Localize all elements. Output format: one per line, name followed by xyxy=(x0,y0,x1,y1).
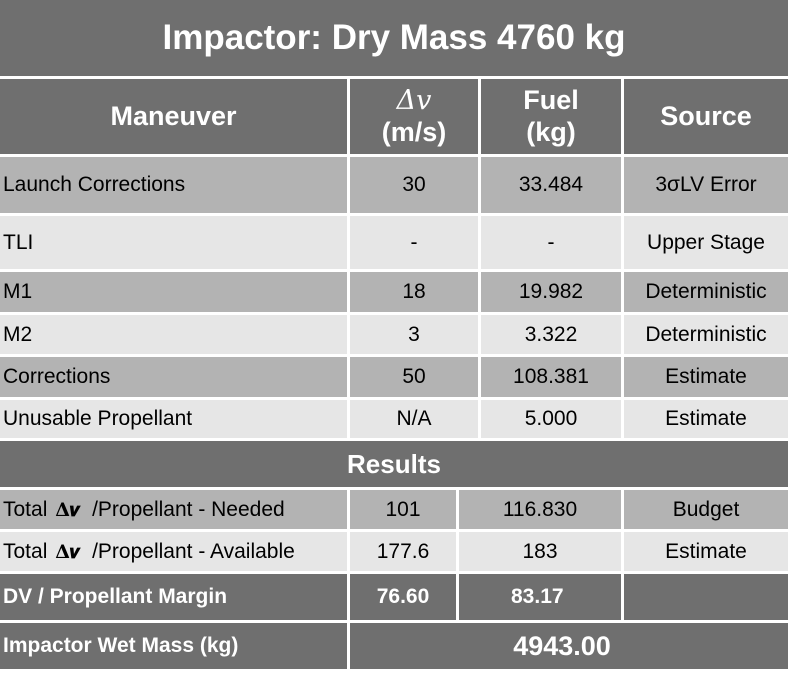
results-margin-row: DV / Propellant Margin 76.60 83.17 xyxy=(0,574,788,620)
available-label-suffix: /Propellant - Available xyxy=(86,539,295,563)
header-fuel-label: Fuel xyxy=(523,85,579,116)
row-fuel: 5.000 xyxy=(481,400,621,438)
row-delta-v: 50 xyxy=(350,357,478,397)
results-heading-row: Results xyxy=(0,441,788,487)
table-row: Corrections 50 108.381 Estimate xyxy=(0,357,788,397)
row-source: Deterministic xyxy=(624,272,788,312)
results-needed-row: Total Δ𝒗 /Propellant - Needed 101 116.83… xyxy=(0,490,788,529)
table-row: M1 18 19.982 Deterministic xyxy=(0,272,788,312)
wet-mass-label: Impactor Wet Mass (kg) xyxy=(0,623,347,669)
needed-label: Total Δ𝒗 /Propellant - Needed xyxy=(0,490,347,529)
needed-label-prefix: Total xyxy=(3,497,54,521)
available-delta-v: 177.6 xyxy=(350,532,456,571)
row-source: Upper Stage xyxy=(624,216,788,269)
needed-fuel: 116.830 xyxy=(459,490,621,529)
delta-v-symbol: Δ𝒗 xyxy=(55,498,81,521)
available-fuel: 183 xyxy=(459,532,621,571)
needed-label-suffix: /Propellant - Needed xyxy=(86,497,285,521)
header-fuel: Fuel (kg) xyxy=(481,79,621,154)
margin-source xyxy=(624,574,788,620)
table-row: M2 3 3.322 Deterministic xyxy=(0,315,788,354)
row-fuel: 19.982 xyxy=(481,272,621,312)
results-heading: Results xyxy=(0,441,788,487)
header-row: Maneuver Δ𝑣 (m/s) Fuel (kg) Source xyxy=(0,79,788,154)
header-delta-v: Δ𝑣 (m/s) xyxy=(350,79,478,154)
header-source: Source xyxy=(624,79,788,154)
row-fuel: - xyxy=(481,216,621,269)
row-maneuver: M2 xyxy=(0,315,347,354)
row-delta-v: 3 xyxy=(350,315,478,354)
available-source: Estimate xyxy=(624,532,788,571)
margin-label: DV / Propellant Margin xyxy=(0,574,347,620)
row-source: Estimate xyxy=(624,400,788,438)
row-maneuver: M1 xyxy=(0,272,347,312)
table-title: Impactor: Dry Mass 4760 kg xyxy=(0,0,788,76)
row-source: Deterministic xyxy=(624,315,788,354)
delta-v-symbol: Δ𝒗 xyxy=(55,540,81,563)
row-delta-v: N/A xyxy=(350,400,478,438)
needed-delta-v: 101 xyxy=(350,490,456,529)
row-delta-v: 30 xyxy=(350,157,478,213)
table-row: Unusable Propellant N/A 5.000 Estimate xyxy=(0,400,788,438)
row-source: 3σLV Error xyxy=(624,157,788,213)
row-source: Estimate xyxy=(624,357,788,397)
table-row: TLI - - Upper Stage xyxy=(0,216,788,269)
wet-mass-filler xyxy=(774,623,788,669)
row-maneuver: TLI xyxy=(0,216,347,269)
row-maneuver: Launch Corrections xyxy=(0,157,347,213)
results-wet-mass-row: Impactor Wet Mass (kg) 4943.00 xyxy=(0,623,788,669)
table-title-row: Impactor: Dry Mass 4760 kg xyxy=(0,0,788,76)
margin-delta-v: 76.60 xyxy=(350,574,456,620)
row-delta-v: 18 xyxy=(350,272,478,312)
needed-source: Budget xyxy=(624,490,788,529)
margin-fuel: 83.17 xyxy=(459,574,621,620)
row-fuel: 33.484 xyxy=(481,157,621,213)
available-label-prefix: Total xyxy=(3,539,54,563)
row-fuel: 108.381 xyxy=(481,357,621,397)
header-delta-v-unit: (m/s) xyxy=(381,116,447,147)
header-maneuver: Maneuver xyxy=(0,79,347,154)
results-available-row: Total Δ𝒗 /Propellant - Available 177.6 1… xyxy=(0,532,788,571)
header-fuel-unit: (kg) xyxy=(526,116,576,147)
delta-v-symbol: Δ𝑣 xyxy=(396,85,432,117)
wet-mass-value: 4943.00 xyxy=(350,623,774,669)
row-maneuver: Corrections xyxy=(0,357,347,397)
row-fuel: 3.322 xyxy=(481,315,621,354)
row-delta-v: - xyxy=(350,216,478,269)
table-row: Launch Corrections 30 33.484 3σLV Error xyxy=(0,157,788,213)
available-label: Total Δ𝒗 /Propellant - Available xyxy=(0,532,347,571)
row-maneuver: Unusable Propellant xyxy=(0,400,347,438)
